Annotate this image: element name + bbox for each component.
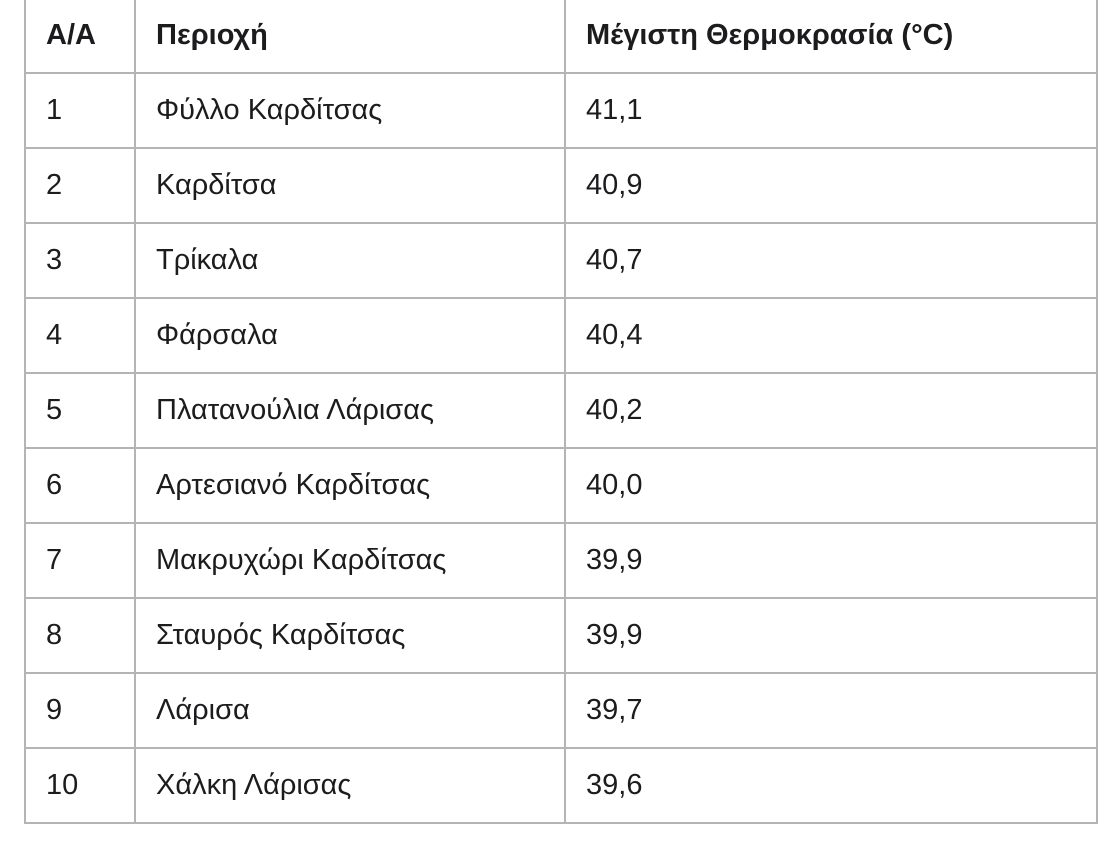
cell-index: 2 xyxy=(24,147,136,224)
header-cell-region: Περιοχή xyxy=(134,0,566,74)
cell-index: 8 xyxy=(24,597,136,674)
cell-temperature: 40,0 xyxy=(564,447,1098,524)
cell-region: Αρτεσιανό Καρδίτσας xyxy=(134,447,566,524)
cell-region: Πλατανούλια Λάρισας xyxy=(134,372,566,449)
header-cell-temperature: Μέγιστη Θερμοκρασία (°C) xyxy=(564,0,1098,74)
header-cell-index: Α/Α xyxy=(24,0,136,74)
cell-index: 3 xyxy=(24,222,136,299)
cell-index: 10 xyxy=(24,747,136,824)
cell-region: Λάρισα xyxy=(134,672,566,749)
table-row: 1 Φύλλο Καρδίτσας 41,1 xyxy=(24,72,1098,149)
cell-temperature: 41,1 xyxy=(564,72,1098,149)
cell-region: Τρίκαλα xyxy=(134,222,566,299)
table-row: 8 Σταυρός Καρδίτσας 39,9 xyxy=(24,597,1098,674)
cell-temperature: 40,7 xyxy=(564,222,1098,299)
cell-region: Σταυρός Καρδίτσας xyxy=(134,597,566,674)
cell-index: 5 xyxy=(24,372,136,449)
table-row: 9 Λάρισα 39,7 xyxy=(24,672,1098,749)
cell-region: Μακρυχώρι Καρδίτσας xyxy=(134,522,566,599)
table-header-row: Α/Α Περιοχή Μέγιστη Θερμοκρασία (°C) xyxy=(24,0,1098,74)
cell-index: 7 xyxy=(24,522,136,599)
cell-index: 6 xyxy=(24,447,136,524)
cell-temperature: 39,9 xyxy=(564,522,1098,599)
table-row: 5 Πλατανούλια Λάρισας 40,2 xyxy=(24,372,1098,449)
cell-region: Φύλλο Καρδίτσας xyxy=(134,72,566,149)
table-row: 4 Φάρσαλα 40,4 xyxy=(24,297,1098,374)
cell-temperature: 40,4 xyxy=(564,297,1098,374)
cell-index: 1 xyxy=(24,72,136,149)
table-row: 7 Μακρυχώρι Καρδίτσας 39,9 xyxy=(24,522,1098,599)
table-row: 6 Αρτεσιανό Καρδίτσας 40,0 xyxy=(24,447,1098,524)
cell-index: 4 xyxy=(24,297,136,374)
cell-temperature: 39,6 xyxy=(564,747,1098,824)
cell-temperature: 40,2 xyxy=(564,372,1098,449)
cell-temperature: 40,9 xyxy=(564,147,1098,224)
cell-index: 9 xyxy=(24,672,136,749)
cell-temperature: 39,7 xyxy=(564,672,1098,749)
table-row: 2 Καρδίτσα 40,9 xyxy=(24,147,1098,224)
cell-region: Καρδίτσα xyxy=(134,147,566,224)
cell-region: Φάρσαλα xyxy=(134,297,566,374)
table-row: 10 Χάλκη Λάρισας 39,6 xyxy=(24,747,1098,824)
cell-temperature: 39,9 xyxy=(564,597,1098,674)
max-temperature-table: Α/Α Περιοχή Μέγιστη Θερμοκρασία (°C) 1 Φ… xyxy=(24,0,1098,824)
table-row: 3 Τρίκαλα 40,7 xyxy=(24,222,1098,299)
cell-region: Χάλκη Λάρισας xyxy=(134,747,566,824)
